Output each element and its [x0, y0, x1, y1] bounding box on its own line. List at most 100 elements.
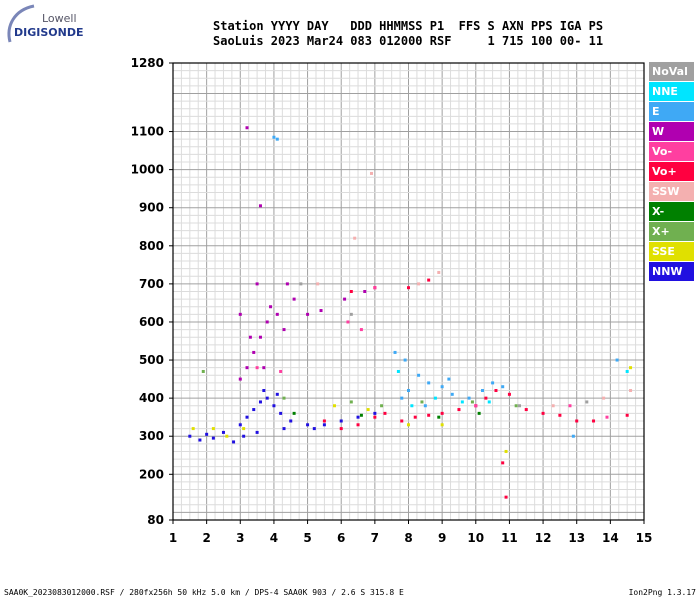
y-tick-label: 200: [139, 467, 164, 481]
point-e: [423, 404, 427, 408]
point-nnw: [221, 430, 225, 434]
point-w: [292, 297, 296, 301]
y-tick-label: 1100: [131, 125, 164, 139]
point-vo: [524, 408, 528, 412]
point-nnw: [339, 419, 343, 423]
point-e: [400, 396, 404, 400]
point-vo: [373, 415, 377, 419]
point-e: [393, 350, 397, 354]
point-noval: [585, 400, 589, 404]
legend-item-sse: SSE: [649, 242, 694, 261]
point-x: [437, 415, 441, 419]
point-x: [292, 411, 296, 415]
point-nnw: [265, 396, 269, 400]
point-vo: [349, 290, 353, 293]
point-vo: [501, 461, 505, 465]
point-vo: [346, 320, 350, 324]
point-nnw: [356, 415, 360, 419]
point-vo: [440, 411, 444, 415]
y-tick-label: 700: [139, 277, 164, 291]
point-nnw: [252, 408, 256, 412]
legend-item-ssw: SSW: [649, 182, 694, 201]
point-vo: [383, 411, 387, 415]
point-sse: [504, 449, 508, 453]
point-w: [258, 335, 262, 339]
point-e: [467, 396, 471, 400]
point-vo: [558, 413, 562, 417]
legend-item-nnw: NNW: [649, 262, 694, 281]
y-tick-label: 1000: [131, 163, 164, 177]
x-tick-label: 7: [371, 531, 379, 545]
point-noval: [518, 404, 522, 408]
header-line-1: Station YYYY DAY DDD HHMMSS P1 FFS S AXN…: [213, 19, 604, 33]
point-vo: [457, 408, 461, 412]
y-tick-label: 600: [139, 315, 164, 329]
legend-item-vo: Vo-: [649, 142, 694, 161]
point-vo: [504, 495, 508, 499]
point-vo: [541, 411, 545, 415]
point-vo: [359, 328, 363, 332]
point-x: [420, 400, 424, 404]
point-sse: [366, 408, 370, 412]
x-tick-label: 9: [438, 531, 446, 545]
point-vo: [400, 419, 404, 423]
logo-line2: DIGISONDE: [14, 26, 84, 39]
point-w: [285, 282, 289, 286]
point-vo: [255, 366, 259, 370]
point-vo: [427, 413, 431, 417]
point-ssw: [353, 236, 357, 240]
point-e: [272, 135, 276, 139]
digisonde-logo: Lowell DIGISONDE: [4, 4, 124, 46]
point-ssw: [417, 282, 421, 286]
point-vo: [339, 427, 343, 431]
point-nnw: [275, 392, 279, 396]
point-e: [447, 377, 451, 381]
point-nnw: [262, 389, 266, 393]
point-sse: [242, 427, 246, 431]
point-w: [252, 350, 256, 354]
legend-item-nne: NNE: [649, 82, 694, 101]
point-w: [258, 204, 262, 208]
x-tick-label: 5: [303, 531, 311, 545]
point-sse: [407, 423, 410, 427]
point-ssw: [437, 270, 441, 274]
legend-item-x: X-: [649, 202, 694, 221]
point-nne: [487, 400, 491, 404]
point-vo: [484, 396, 488, 400]
x-tick-label: 13: [568, 531, 585, 545]
point-nnw: [211, 436, 215, 440]
point-nnw: [245, 415, 249, 419]
point-x: [470, 400, 474, 404]
point-nnw: [255, 430, 259, 434]
point-e: [407, 389, 410, 393]
point-sse: [440, 423, 444, 427]
x-tick-label: 1: [169, 531, 177, 545]
point-e: [275, 137, 279, 141]
point-w: [343, 297, 347, 301]
point-nne: [396, 369, 400, 373]
x-tick-label: 14: [602, 531, 619, 545]
legend-item-x: X+: [649, 222, 694, 241]
point-noval: [299, 282, 303, 286]
logo-arc-icon: [7, 4, 35, 43]
point-sse: [629, 366, 633, 370]
point-vo: [625, 413, 629, 417]
point-w: [262, 366, 266, 370]
point-vo: [373, 286, 377, 290]
point-x: [359, 413, 363, 417]
point-nnw: [272, 404, 276, 408]
footer-left: SAA0K_2023083012000.RSF / 280fx256h 50 k…: [4, 588, 404, 597]
point-w: [245, 366, 249, 370]
y-tick-label: 400: [139, 391, 164, 405]
point-x: [349, 400, 353, 404]
point-nnw: [242, 434, 246, 438]
y-tick-label: 500: [139, 353, 164, 367]
point-x: [477, 411, 481, 415]
point-nne: [625, 369, 629, 373]
point-nnw: [188, 434, 192, 438]
x-tick-label: 4: [270, 531, 278, 545]
point-w: [269, 305, 273, 309]
point-e: [440, 385, 444, 389]
x-tick-label: 2: [202, 531, 210, 545]
